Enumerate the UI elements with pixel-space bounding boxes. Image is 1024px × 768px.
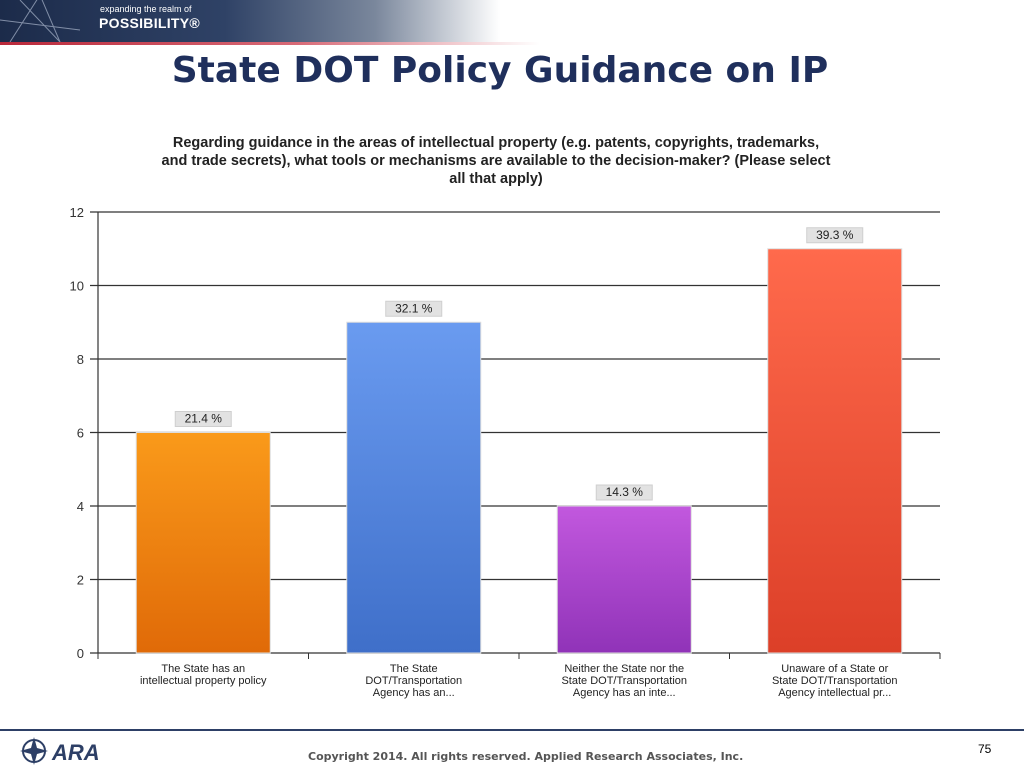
slide-title: State DOT Policy Guidance on IP	[171, 50, 829, 91]
bar	[556, 505, 692, 654]
bar	[767, 248, 903, 654]
compass-star-icon	[0, 0, 81, 42]
data-label: 21.4 %	[185, 412, 223, 426]
x-tick-label: DOT/Transportation	[365, 675, 462, 687]
y-tick-label: 2	[77, 573, 84, 588]
data-label: 14.3 %	[606, 485, 644, 499]
bar	[135, 432, 271, 654]
chart-title-line: and trade secrets), what tools or mechan…	[162, 153, 831, 169]
ara-logo: ARA	[20, 737, 100, 765]
x-tick-label: The State has an	[161, 663, 245, 675]
page-number: 75	[978, 742, 992, 756]
header-banner: expanding the realm of POSSIBILITY®	[0, 0, 500, 42]
data-label-box	[595, 484, 653, 501]
x-tick-label: Agency has an...	[373, 687, 455, 699]
data-label: 39.3 %	[816, 228, 854, 242]
data-label-box	[385, 300, 443, 317]
y-tick-label: 12	[70, 205, 84, 220]
x-tick-label: The State	[390, 663, 438, 675]
copyright-text: Copyright 2014. All rights reserved. App…	[308, 750, 744, 763]
footer-divider	[0, 729, 1024, 731]
x-tick-label: Unaware of a State or	[781, 663, 888, 675]
y-tick-label: 4	[77, 499, 84, 514]
chart-title-line: Regarding guidance in the areas of intel…	[173, 135, 819, 151]
logo-text: ARA	[51, 740, 100, 765]
banner-tagline-big: POSSIBILITY®	[99, 15, 201, 31]
chart-title: Regarding guidance in the areas of intel…	[162, 135, 831, 187]
data-label: 32.1 %	[395, 301, 433, 315]
banner-underline	[0, 42, 540, 45]
y-axis-tick-labels: 0 2 4 6 8 10 12	[70, 205, 84, 661]
x-tick-label: Agency has an inte...	[573, 687, 676, 699]
x-tick-label: intellectual property policy	[140, 675, 267, 687]
y-tick-label: 0	[77, 646, 84, 661]
ara-compass-icon	[20, 737, 48, 765]
y-tick-label: 10	[70, 279, 84, 294]
banner-tagline-small: expanding the realm of	[100, 4, 192, 14]
chart-title-line: all that apply)	[449, 171, 543, 187]
data-label-box	[174, 411, 232, 427]
x-tick-label: State DOT/Transportation	[772, 675, 898, 687]
x-tick-label: Neither the State nor the	[564, 663, 684, 675]
x-tick-label: Agency intellectual pr...	[778, 687, 891, 699]
x-tick-label: State DOT/Transportation	[561, 675, 687, 687]
bar	[346, 321, 482, 654]
y-tick-label: 8	[77, 352, 84, 367]
y-tick-label: 6	[77, 426, 84, 441]
chart-bars: 21.4 % 32.1 % 14.3 % 39.3 %	[135, 227, 903, 654]
data-label-box	[806, 227, 864, 244]
